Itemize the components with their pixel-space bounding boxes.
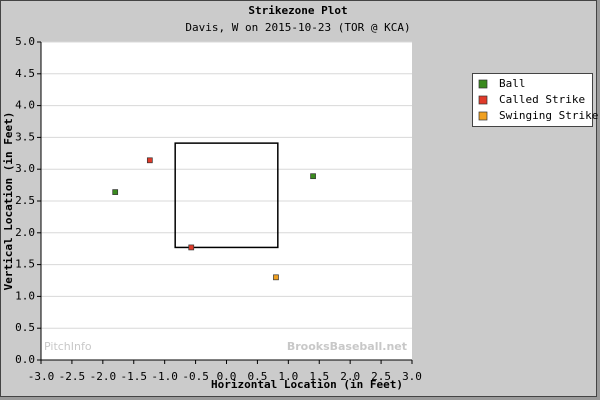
- legend-swatch: [478, 95, 488, 105]
- watermark: BrooksBaseball.net: [287, 340, 407, 353]
- x-tick-label: 2.5: [371, 370, 391, 383]
- chart-subtitle: Davis, W on 2015-10-23 (TOR @ KCA): [185, 21, 410, 34]
- strike-zone: [174, 142, 279, 249]
- point: [146, 157, 153, 164]
- y-tick-label: 3.0: [15, 162, 35, 175]
- x-tick-label: 1.0: [278, 370, 298, 383]
- y-tick-label: 0.5: [15, 321, 35, 334]
- x-tick-label: -2.0: [90, 370, 117, 383]
- x-tick-label: 2.0: [340, 370, 360, 383]
- y-tick-label: 1.0: [15, 289, 35, 302]
- point: [112, 189, 119, 195]
- legend-swatch: [478, 79, 488, 89]
- watermark: PitchInfo: [44, 340, 92, 353]
- x-tick-label: -1.5: [121, 370, 148, 383]
- chart-title: Strikezone Plot: [248, 4, 347, 17]
- x-tick-label: 1.5: [309, 370, 329, 383]
- y-tick-label: 2.5: [15, 194, 35, 207]
- x-tick-label: -1.0: [151, 370, 178, 383]
- y-tick-label: 4.5: [15, 67, 35, 80]
- y-tick-label: 4.0: [15, 99, 35, 112]
- point: [188, 244, 195, 251]
- legend: [472, 73, 593, 127]
- x-axis-label: Horizontal Location (in Feet): [211, 378, 403, 391]
- x-tick-label: 0.5: [247, 370, 267, 383]
- x-tick-label: 0.0: [217, 370, 237, 383]
- y-tick-label: 1.5: [15, 258, 35, 271]
- legend-label: Called Strike: [499, 93, 585, 106]
- x-tick-label: -2.5: [59, 370, 86, 383]
- x-tick-label: 3.0: [402, 370, 422, 383]
- y-axis-label: Vertical Location (in Feet): [2, 112, 15, 291]
- point: [310, 173, 316, 180]
- point: [273, 274, 279, 281]
- x-tick-label: -0.5: [182, 370, 209, 383]
- y-tick-label: 5.0: [15, 35, 35, 48]
- legend-swatch: [478, 111, 488, 121]
- y-tick-label: 3.5: [15, 130, 35, 143]
- y-tick-label: 2.0: [15, 226, 35, 239]
- x-tick-label: -3.0: [28, 370, 55, 383]
- legend-label: Swinging Strike: [499, 109, 598, 122]
- y-tick-label: 0.0: [15, 353, 35, 366]
- legend-label: Ball: [499, 77, 526, 90]
